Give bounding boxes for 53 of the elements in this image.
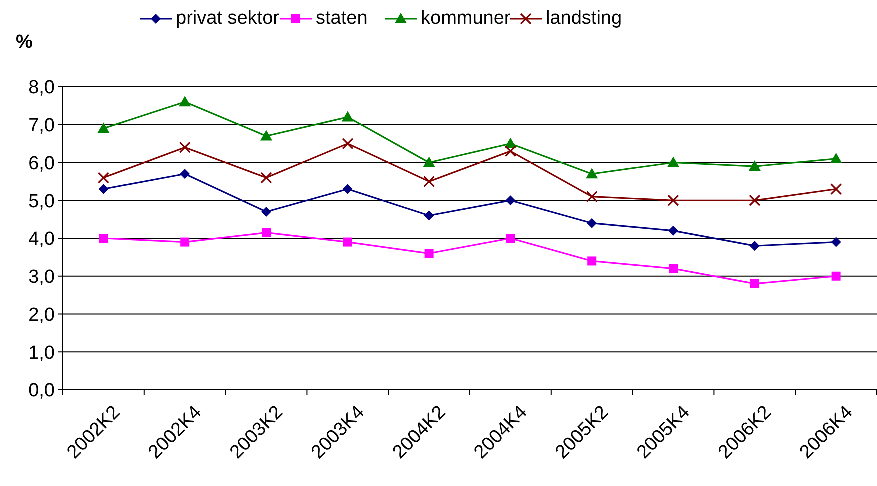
point [180, 238, 190, 247]
point [342, 184, 353, 194]
point [749, 194, 761, 206]
legend-label: kommuner [421, 8, 512, 29]
point [424, 249, 434, 258]
point [830, 152, 842, 164]
point [668, 194, 680, 206]
point [180, 169, 190, 180]
point [668, 156, 680, 168]
y-tick-label: 5,0 [28, 191, 55, 212]
legend-label: landsting [546, 8, 622, 29]
point [342, 138, 354, 150]
point [262, 206, 272, 217]
point [260, 130, 272, 141]
point [423, 156, 436, 168]
point [750, 279, 760, 288]
legend-label: staten [316, 8, 368, 29]
point [98, 122, 110, 134]
point [669, 264, 678, 274]
y-tick-label: 0,0 [28, 380, 55, 402]
point [424, 176, 436, 188]
y-tick-label: 8,0 [28, 78, 55, 99]
point [588, 256, 597, 266]
point [179, 96, 192, 107]
y-tick-label: 3,0 [28, 267, 55, 288]
point [506, 196, 516, 206]
point [262, 228, 271, 238]
legend-label: privat sektor [176, 8, 280, 29]
y-tick-label: 1,0 [28, 342, 55, 364]
point [260, 172, 272, 184]
point [586, 191, 598, 203]
point [586, 168, 598, 179]
y-axis-title: % [16, 32, 33, 53]
y-tick-label: 7,0 [28, 116, 55, 137]
point [424, 210, 434, 221]
point [98, 172, 110, 184]
point [830, 183, 842, 196]
point [750, 241, 760, 252]
point [98, 184, 109, 194]
point [343, 238, 352, 247]
y-tick-label: 4,0 [28, 229, 55, 250]
y-tick-label: 6,0 [28, 153, 55, 174]
point [831, 237, 842, 248]
point [587, 218, 598, 228]
point [668, 226, 678, 236]
point [342, 111, 354, 122]
point [179, 142, 191, 154]
point [748, 160, 761, 172]
point [832, 272, 841, 281]
point [506, 234, 516, 243]
y-tick-label: 2,0 [28, 304, 55, 326]
point [99, 234, 108, 243]
point [504, 146, 516, 158]
